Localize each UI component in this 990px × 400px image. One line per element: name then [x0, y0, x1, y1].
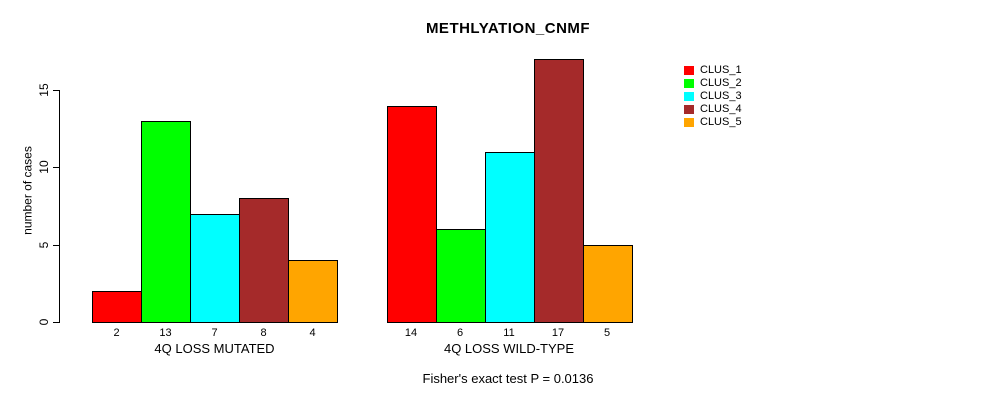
bar-clus_2: [141, 120, 191, 323]
y-axis-tick: [53, 167, 59, 168]
bar-value-label: 4: [309, 327, 316, 339]
legend-label: CLUS_3: [700, 90, 742, 102]
legend-label: CLUS_1: [700, 64, 742, 76]
bar-clus_3: [484, 151, 535, 323]
bar-value-label: 8: [260, 327, 267, 339]
legend-item-clus_2: CLUS_2: [684, 77, 742, 90]
bar-clus_5: [582, 244, 633, 323]
bar-value-label: 7: [211, 327, 218, 339]
legend-item-clus_4: CLUS_4: [684, 103, 742, 116]
footnote: Fisher's exact test P = 0.0136: [422, 371, 594, 386]
y-axis-line: [59, 90, 60, 323]
legend-label: CLUS_5: [700, 116, 742, 128]
y-axis-tick: [53, 322, 59, 323]
bar-clus_2: [435, 229, 486, 323]
legend-label: CLUS_4: [700, 103, 742, 115]
bar-value-label: 6: [456, 327, 464, 339]
group-label: 4Q LOSS MUTATED: [154, 341, 275, 356]
bar-value-label: 14: [404, 327, 418, 339]
bar-value-label: 17: [551, 327, 565, 339]
legend-swatch-icon: [684, 105, 694, 114]
bar-clus_4: [239, 198, 289, 323]
bar-clus_1: [92, 291, 142, 323]
group-label: 4Q LOSS WILD-TYPE: [443, 341, 575, 356]
bar-value-label: 2: [113, 327, 120, 339]
chart-title: METHLYATION_CNMF: [425, 20, 591, 37]
bar-clus_1: [386, 105, 437, 323]
bar-clus_4: [533, 59, 584, 323]
legend-swatch-icon: [684, 79, 694, 88]
bar-value-label: 13: [159, 327, 172, 339]
legend-item-clus_3: CLUS_3: [684, 90, 742, 103]
legend-swatch-icon: [684, 118, 694, 127]
y-axis-tick: [53, 90, 59, 91]
legend-swatch-icon: [684, 66, 694, 75]
legend-item-clus_1: CLUS_1: [684, 64, 742, 77]
legend: CLUS_1 CLUS_2 CLUS_3 CLUS_4 CLUS_5: [684, 64, 814, 134]
legend-item-clus_5: CLUS_5: [684, 116, 742, 129]
legend-swatch-icon: [684, 92, 694, 101]
y-axis-tick: [53, 245, 59, 246]
bar-clus_3: [190, 213, 240, 323]
legend-label: CLUS_2: [700, 77, 742, 89]
bar-clus_5: [288, 260, 338, 323]
bar-value-label: 11: [503, 327, 515, 339]
bar-value-label: 5: [603, 327, 611, 339]
